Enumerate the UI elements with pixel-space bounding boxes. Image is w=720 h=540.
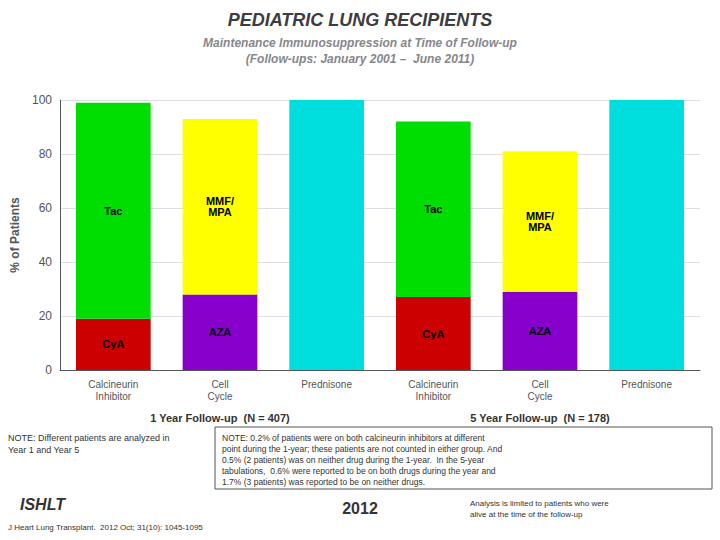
svg-text:J Heart Lung Transplant. 2012: J Heart Lung Transplant. 2012 Oct; 31(10… (8, 523, 203, 532)
svg-text:MPA: MPA (528, 221, 552, 233)
svg-text:NOTE: Different patients are a: NOTE: Different patients are analyzed in (8, 433, 169, 443)
svg-text:Cell: Cell (211, 379, 228, 390)
svg-text:60: 60 (39, 201, 53, 215)
svg-text:point during the 1-year; these: point during the 1-year; these patients … (222, 444, 502, 454)
svg-text:CyA: CyA (422, 328, 444, 340)
svg-text:Analysis is limited to patient: Analysis is limited to patients who were (470, 499, 609, 508)
svg-text:alive at the time of the follo: alive at the time of the follow-up (470, 510, 583, 519)
svg-text:Cycle: Cycle (527, 391, 552, 402)
svg-text:5 Year Follow-up (N = 178): 5 Year Follow-up (N = 178) (470, 412, 610, 424)
svg-text:0: 0 (45, 363, 52, 377)
svg-text:ISHLT: ISHLT (20, 496, 66, 513)
svg-text:100: 100 (32, 93, 52, 107)
svg-text:20: 20 (39, 309, 53, 323)
svg-text:1 Year Follow-up (N = 407): 1 Year Follow-up (N = 407) (150, 412, 290, 424)
svg-text:40: 40 (39, 255, 53, 269)
svg-text:Year 1 and Year 5: Year 1 and Year 5 (8, 445, 79, 455)
svg-text:0.5% (2 patients) was on neith: 0.5% (2 patients) was on neither drug du… (222, 455, 484, 465)
svg-text:Inhibitor: Inhibitor (416, 391, 452, 402)
svg-text:Inhibitor: Inhibitor (96, 391, 132, 402)
svg-text:Calcineurin: Calcineurin (88, 379, 138, 390)
svg-text:2012: 2012 (342, 500, 378, 517)
svg-text:(Follow-ups: January 2001 – J: (Follow-ups: January 2001 – June 2011) (246, 52, 475, 66)
svg-text:Prednisone: Prednisone (621, 379, 672, 390)
svg-text:AZA: AZA (529, 325, 552, 337)
svg-text:MMF/: MMF/ (205, 195, 235, 208)
svg-text:MMF/: MMF/ (525, 210, 555, 222)
svg-text:Calcineurin: Calcineurin (408, 379, 458, 390)
svg-text:MPA: MPA (208, 206, 232, 218)
svg-text:1.7% (3 patients) was reported: 1.7% (3 patients) was reported to be on … (222, 477, 425, 487)
svg-text:Tac: Tac (424, 203, 442, 215)
svg-text:PEDIATRIC LUNG RECIPIENTS: PEDIATRIC LUNG RECIPIENTS (228, 10, 493, 30)
svg-text:Prednisone: Prednisone (301, 379, 352, 390)
svg-text:Cell: Cell (531, 379, 548, 390)
svg-text:Maintenance Immunosuppression: Maintenance Immunosuppression at Time of… (203, 36, 517, 50)
svg-text:Tac: Tac (104, 205, 122, 217)
svg-text:Cycle: Cycle (207, 391, 232, 402)
svg-text:tabulations, 0.6% were report: tabulations, 0.6% were reported to be on… (222, 466, 496, 476)
svg-text:AZA: AZA (209, 326, 232, 338)
svg-text:CyA: CyA (102, 338, 124, 350)
svg-text:NOTE: 0.2% of patients were on: NOTE: 0.2% of patients were on both calc… (222, 433, 485, 443)
svg-text:% of Patients: % of Patients (8, 197, 22, 273)
svg-text:80: 80 (39, 147, 53, 161)
